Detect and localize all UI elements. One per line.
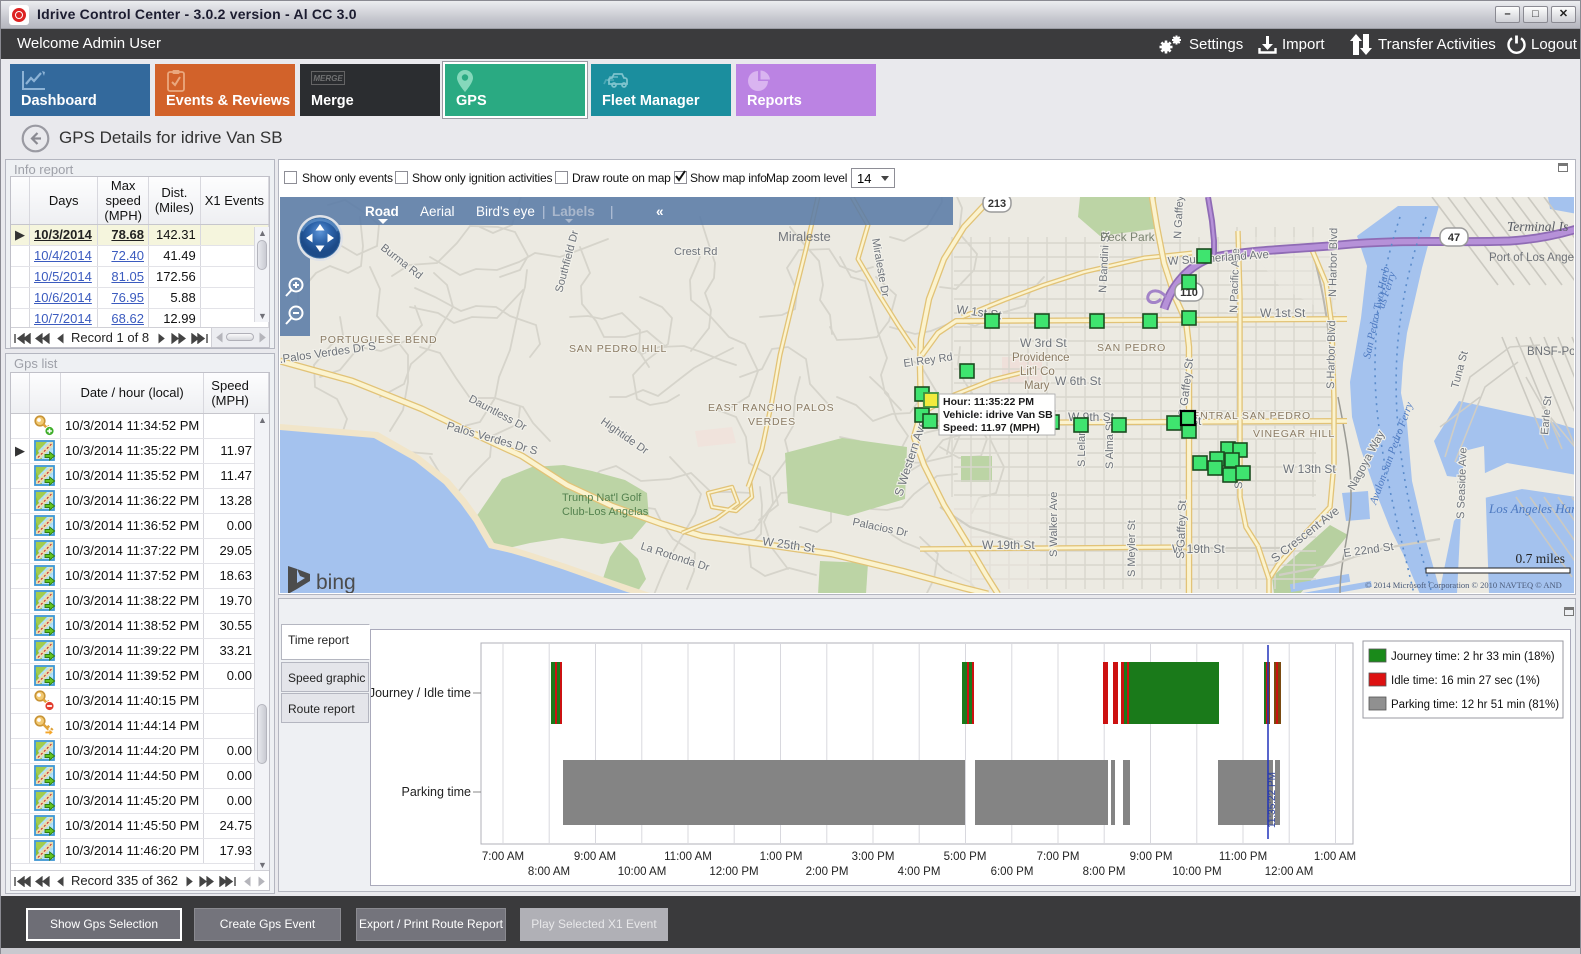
svg-text:VINEGAR HILL: VINEGAR HILL [1253,428,1335,440]
svg-text:CENTRAL SAN PEDRO: CENTRAL SAN PEDRO [1184,410,1311,422]
svg-text:Mary: Mary [1024,380,1050,392]
svg-text:Idle time: 16 min 27 sec (1%): Idle time: 16 min 27 sec (1%) [1391,675,1540,687]
svg-text:7:00 PM: 7:00 PM [1037,851,1080,863]
svg-text:S Meyler St: S Meyler St [1126,520,1138,577]
svg-text:BNSF-Port: BNSF-Port [1527,346,1574,358]
svg-text:SAN PEDRO HILL: SAN PEDRO HILL [569,343,667,355]
svg-text:|: | [542,204,546,219]
svg-text:8:00 PM: 8:00 PM [1083,866,1126,878]
svg-text:11:00 PM: 11:00 PM [1219,851,1267,863]
svg-text:Port of Los Angel: Port of Los Angel [1489,252,1574,264]
svg-text:9:00 PM: 9:00 PM [1130,851,1173,863]
svg-text:10:00 AM: 10:00 AM [618,866,667,878]
svg-text:bing: bing [316,571,356,593]
svg-text:W 3rd St: W 3rd St [1020,336,1067,350]
svg-text:S Seaside Ave: S Seaside Ave [1455,447,1469,519]
svg-text:Aerial: Aerial [420,204,455,219]
svg-text:Peck Park: Peck Park [1100,230,1156,244]
svg-text:N Gaffey Pl: N Gaffey Pl [1172,197,1187,239]
svg-text:47: 47 [1448,232,1460,244]
svg-text:VERDES: VERDES [748,416,796,428]
svg-text:Club-Los Angelas: Club-Los Angelas [562,506,649,518]
svg-text:PORTUGUESE BEND: PORTUGUESE BEND [320,334,437,346]
svg-text:|: | [610,204,614,219]
svg-text:Hour: 11:35:22 PM: Hour: 11:35:22 PM [943,396,1034,408]
svg-text:0.7 miles: 0.7 miles [1516,551,1566,566]
svg-text:W 1st St: W 1st St [1260,306,1306,320]
svg-text:12:00 AM: 12:00 AM [1265,866,1314,878]
svg-text:4:00 PM: 4:00 PM [898,866,941,878]
svg-text:12:00 PM: 12:00 PM [709,866,758,878]
svg-text:110: 110 [1180,287,1198,299]
svg-text:Labels: Labels [552,204,595,219]
svg-text:Journey time: 2 hr 33 min (18%: Journey time: 2 hr 33 min (18%) [1391,651,1555,663]
svg-text:9:00 AM: 9:00 AM [574,851,616,863]
svg-text:213: 213 [988,198,1006,210]
svg-text:N Bandini St: N Bandini St [1097,231,1112,293]
svg-text:Road: Road [365,204,399,219]
svg-text:1:00 PM: 1:00 PM [760,851,803,863]
svg-text:Miraleste: Miraleste [778,229,831,244]
svg-text:SAN PEDRO: SAN PEDRO [1097,342,1166,354]
svg-text:EAST RANCHO PALOS: EAST RANCHO PALOS [708,402,834,414]
svg-text:Bird's eye: Bird's eye [476,204,535,219]
svg-text:Journey / Idle time: Journey / Idle time [371,686,471,700]
svg-text:Crest Rd: Crest Rd [674,246,717,258]
svg-text:Parking time: 12 hr 51 min (81: Parking time: 12 hr 51 min (81%) [1391,699,1559,711]
svg-text:«: « [656,204,664,219]
svg-text:Parking time: Parking time [402,785,472,799]
svg-text:6:00 PM: 6:00 PM [991,866,1034,878]
svg-text:Speed: 11.97 (MPH): Speed: 11.97 (MPH) [943,422,1040,434]
svg-text:Trump Nat'l Golf: Trump Nat'l Golf [562,492,642,504]
svg-text:S Harbor Blvd: S Harbor Blvd [1325,320,1338,389]
svg-text:3:00 PM: 3:00 PM [852,851,895,863]
svg-text:© 2014 Microsoft Corporation: © 2014 Microsoft Corporation © 2010 NAVT… [1365,580,1562,590]
svg-text:Los Angeles Harb: Los Angeles Harb [1488,501,1574,516]
svg-text:S Walker Ave: S Walker Ave [1048,492,1060,557]
svg-text:5:00 PM: 5:00 PM [944,851,987,863]
svg-text:11:00 AM: 11:00 AM [664,851,712,863]
svg-text:W 6th St: W 6th St [1055,374,1102,388]
svg-text:2:00 PM: 2:00 PM [806,866,849,878]
svg-text:S Leland: S Leland [1076,424,1088,467]
svg-text:W 13th St: W 13th St [1283,462,1336,476]
svg-text:Terminal Is: Terminal Is [1507,219,1568,234]
svg-text:Earle St: Earle St [1539,395,1554,435]
svg-text:W 19th St: W 19th St [982,538,1035,552]
svg-text:N Harbor Blvd: N Harbor Blvd [1327,228,1340,297]
svg-text:8:00 AM: 8:00 AM [528,866,570,878]
svg-text:S Gaffey St: S Gaffey St [1175,499,1189,559]
svg-text:Providence: Providence [1012,352,1070,364]
svg-text:1:00 AM: 1:00 AM [1314,851,1356,863]
svg-text:N Pacific Ave: N Pacific Ave [1228,248,1242,313]
svg-text:10:00 PM: 10:00 PM [1172,866,1221,878]
svg-text:7:00 AM: 7:00 AM [482,851,524,863]
svg-text:11:35:22 PM: 11:35:22 PM [1267,772,1278,828]
svg-text:W 19th St: W 19th St [1172,542,1225,556]
svg-text:Lit'l Co: Lit'l Co [1020,366,1055,378]
svg-text:Vehicle: idrive Van SB: Vehicle: idrive Van SB [943,409,1053,421]
